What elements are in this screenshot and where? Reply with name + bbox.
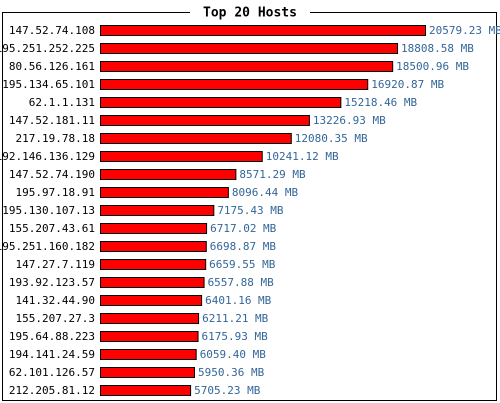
bar [100,241,207,252]
value-label: 6211.21 MB [202,312,269,325]
value-label: 7175.43 MB [217,204,284,217]
value-label: 8096.44 MB [232,186,299,199]
category-label: 141.32.44.90 [16,294,95,307]
category-label: 193.92.123.57 [9,276,95,289]
category-label: 195.130.107.13 [2,204,95,217]
bar [100,61,394,72]
bar [100,151,263,162]
category-label: 62.101.126.57 [9,366,95,379]
value-label: 15218.46 MB [344,96,417,109]
value-label: 20579.23 MB [429,24,500,37]
bar [100,169,237,180]
value-label: 16920.87 MB [371,78,444,91]
value-label: 6059.40 MB [200,348,267,361]
category-label: 195.251.252.225 [0,42,95,55]
category-label: 147.27.7.119 [16,258,95,271]
bar [100,43,399,54]
bar [100,313,200,324]
category-label: 195.97.18.91 [16,186,95,199]
category-label: 62.1.1.131 [29,96,95,109]
title-background [190,5,310,20]
bar [100,205,215,216]
value-label: 18808.58 MB [401,42,474,55]
value-label: 6659.55 MB [209,258,276,271]
bar [100,115,310,126]
bar [100,295,203,306]
category-label: 147.52.74.190 [9,168,95,181]
bar [100,79,369,90]
category-label: 192.146.136.129 [0,150,95,163]
value-label: 6557.88 MB [208,276,275,289]
value-label: 6175.93 MB [202,330,269,343]
value-label: 12080.35 MB [295,132,368,145]
category-label: 80.56.126.161 [9,60,95,73]
bar [100,187,229,198]
chart-title: Top 20 Hosts [203,6,297,21]
category-label: 195.64.88.223 [9,330,95,343]
bar [100,259,207,270]
value-label: 5950.36 MB [198,366,265,379]
category-label: 194.141.24.59 [9,348,95,361]
value-label: 13226.93 MB [313,114,386,127]
value-label: 6401.16 MB [205,294,272,307]
value-label: 10241.12 MB [266,150,339,163]
bar [100,385,192,396]
value-label: 18500.96 MB [396,60,469,73]
value-label: 6698.87 MB [210,240,277,253]
category-label: 195.251.160.182 [0,240,95,253]
category-label: 147.52.74.108 [9,24,95,37]
bar [100,367,195,378]
category-label: 155.207.27.3 [16,312,95,325]
bar [100,133,292,144]
bar [100,349,197,360]
category-label: 155.207.43.61 [9,222,95,235]
category-label: 147.52.181.11 [9,114,95,127]
value-label: 5705.23 MB [194,384,261,397]
bar [100,223,208,234]
value-label: 6717.02 MB [210,222,277,235]
bar [100,277,205,288]
category-label: 217.19.78.18 [16,132,95,145]
value-label: 8571.29 MB [239,168,306,181]
category-label: 212.205.81.12 [9,384,95,397]
category-label: 195.134.65.101 [2,78,95,91]
bar [100,331,199,342]
bar [100,97,342,108]
bar [100,25,426,36]
